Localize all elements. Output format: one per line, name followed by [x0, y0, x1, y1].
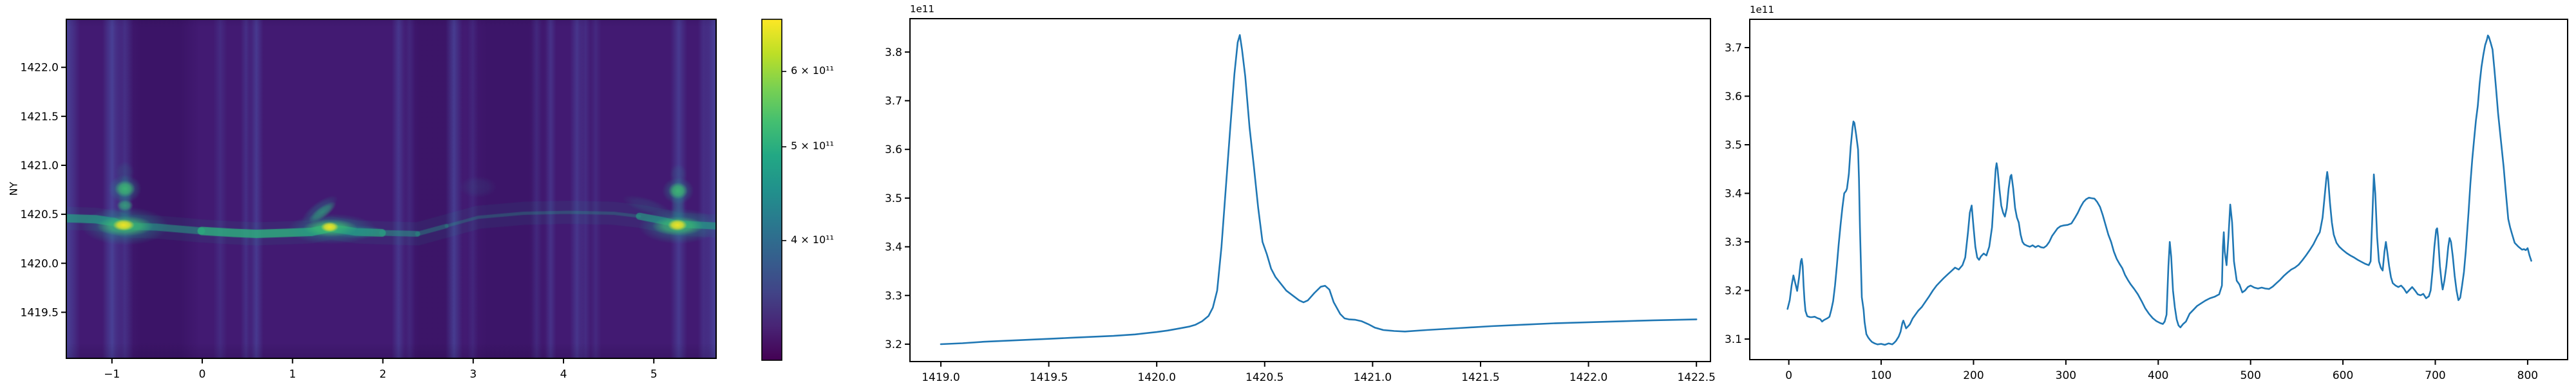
- spectrum-full-line: [1786, 34, 2532, 346]
- svg-text:1: 1: [289, 368, 296, 381]
- svg-text:−1: −1: [104, 368, 120, 381]
- svg-text:2: 2: [379, 368, 386, 381]
- svg-text:3.2: 3.2: [1725, 284, 1742, 297]
- heatmap-ylabel: NY: [7, 181, 20, 196]
- svg-text:700: 700: [2425, 369, 2445, 382]
- detail-axis-offset-label: 1e11: [910, 3, 934, 15]
- svg-text:0: 0: [199, 368, 206, 381]
- svg-text:1422.0: 1422.0: [21, 62, 59, 75]
- colorbar: [762, 19, 782, 360]
- svg-text:3: 3: [469, 368, 477, 381]
- svg-text:1422.5: 1422.5: [1677, 371, 1715, 384]
- svg-text:3.4: 3.4: [885, 241, 902, 254]
- svg-text:3.2: 3.2: [885, 338, 902, 351]
- svg-text:1420.5: 1420.5: [21, 208, 59, 221]
- svg-text:1421.0: 1421.0: [1354, 371, 1392, 384]
- svg-text:1419.0: 1419.0: [922, 371, 960, 384]
- svg-text:3.1: 3.1: [1725, 333, 1742, 346]
- svg-text:400: 400: [2148, 369, 2168, 382]
- svg-text:3.3: 3.3: [1725, 236, 1742, 249]
- svg-text:200: 200: [1963, 369, 1984, 382]
- colorbar-tick-label: 6 × 10¹¹: [791, 64, 834, 77]
- svg-text:800: 800: [2517, 369, 2538, 382]
- svg-text:1421.0: 1421.0: [21, 160, 59, 172]
- svg-text:1419.5: 1419.5: [1030, 371, 1068, 384]
- svg-text:3.6: 3.6: [885, 143, 902, 156]
- svg-text:1420.0: 1420.0: [21, 257, 59, 270]
- svg-text:300: 300: [2056, 369, 2076, 382]
- svg-text:1420.5: 1420.5: [1245, 371, 1283, 384]
- spectrum-detail-line: [940, 34, 1698, 345]
- spectrum-detail-axes: 1419.0 1419.5 1420.0 1420.5 1421.0 1421.5 1422…: [885, 18, 1716, 384]
- svg-text:4: 4: [560, 368, 567, 381]
- svg-text:5: 5: [650, 368, 658, 381]
- svg-text:500: 500: [2240, 369, 2260, 382]
- svg-text:3.3: 3.3: [885, 290, 902, 302]
- svg-text:3.5: 3.5: [885, 192, 902, 205]
- full-axis-offset-label: 1e11: [1750, 4, 1774, 15]
- colorbar-tick-label: 5 × 10¹¹: [791, 140, 834, 152]
- spectrum-full-axes: 0 100 200 300 400 500 600 700 800 3.1 3.2 3.3 3.4 3.5…: [1725, 19, 2568, 382]
- svg-text:3.7: 3.7: [1725, 42, 1742, 55]
- svg-text:1422.0: 1422.0: [1569, 371, 1607, 384]
- svg-text:3.7: 3.7: [885, 95, 902, 108]
- colorbar-tick-label: 4 × 10¹¹: [791, 234, 834, 246]
- svg-text:1421.5: 1421.5: [21, 111, 59, 124]
- svg-text:600: 600: [2333, 369, 2353, 382]
- heatmap-image: [66, 19, 716, 358]
- svg-text:3.5: 3.5: [1725, 139, 1742, 152]
- colorbar-axes: [761, 19, 786, 361]
- svg-text:3.4: 3.4: [1725, 188, 1742, 201]
- svg-text:3.8: 3.8: [885, 46, 902, 59]
- svg-text:3.6: 3.6: [1725, 91, 1742, 104]
- heatmap-axes: −1 0 1 2 3 4 5 1419.5 1420.0 1420.5 1421.0 1421.5 14…: [21, 19, 717, 381]
- svg-text:100: 100: [1871, 369, 1891, 382]
- svg-text:1420.0: 1420.0: [1137, 371, 1175, 384]
- svg-text:1419.5: 1419.5: [21, 306, 59, 319]
- svg-text:1421.5: 1421.5: [1461, 371, 1499, 384]
- svg-text:0: 0: [1785, 369, 1792, 382]
